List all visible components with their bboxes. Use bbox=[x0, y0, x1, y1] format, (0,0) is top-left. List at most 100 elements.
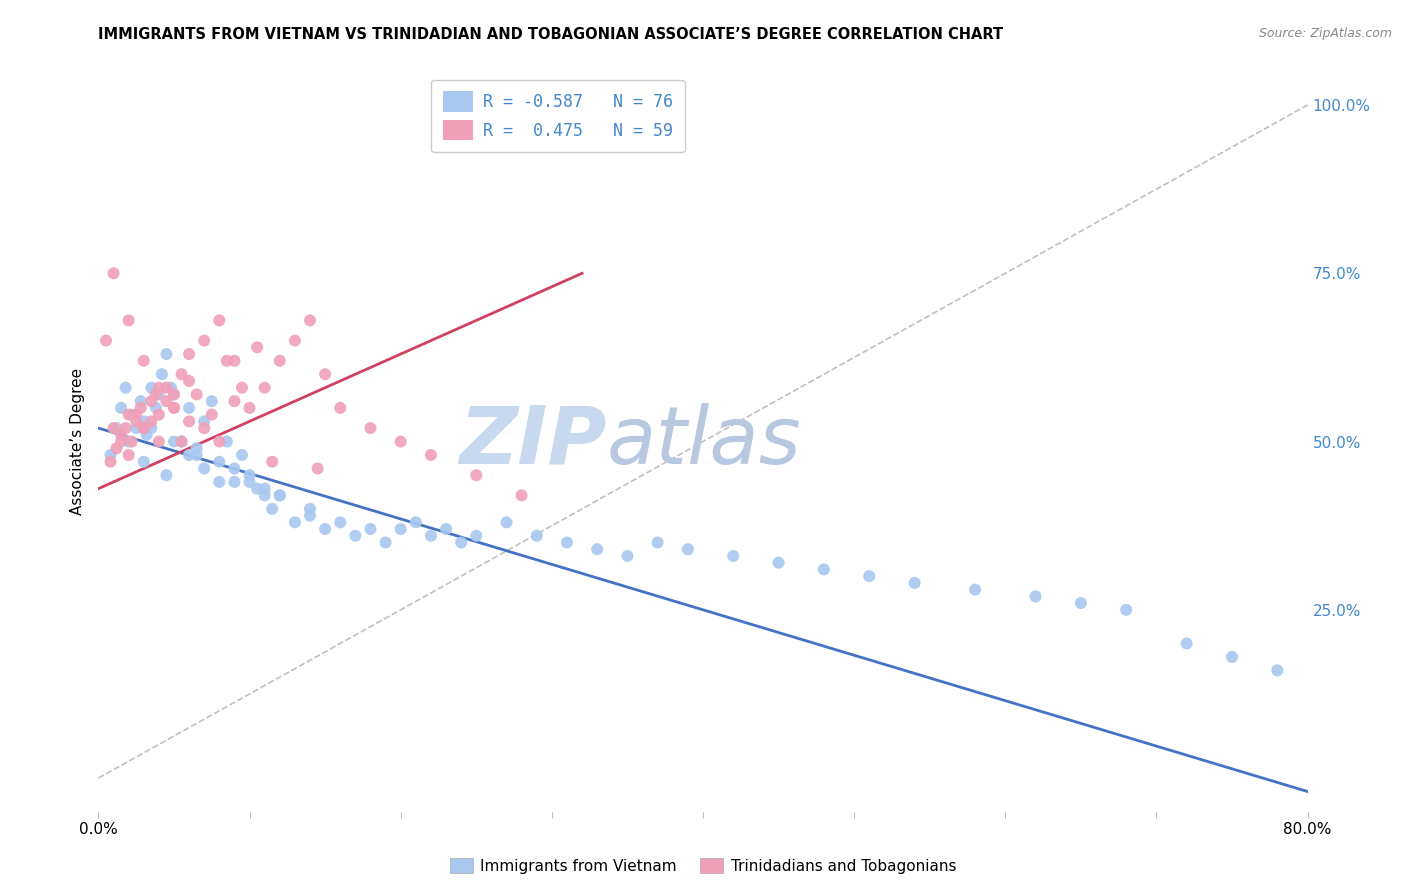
Point bbox=[262, 455, 284, 469]
Point bbox=[105, 442, 128, 456]
Point bbox=[163, 401, 186, 415]
Text: Source: ZipAtlas.com: Source: ZipAtlas.com bbox=[1258, 27, 1392, 40]
Point bbox=[723, 549, 745, 563]
Point bbox=[145, 401, 167, 415]
Point bbox=[1267, 664, 1289, 678]
Point bbox=[374, 535, 396, 549]
Point bbox=[125, 414, 148, 428]
Point bbox=[179, 448, 201, 462]
Point bbox=[586, 542, 609, 557]
Y-axis label: Associate’s Degree: Associate’s Degree bbox=[69, 368, 84, 515]
Point bbox=[224, 475, 246, 489]
Point bbox=[314, 368, 336, 382]
Point bbox=[208, 475, 231, 489]
Point bbox=[314, 522, 336, 536]
Point bbox=[100, 448, 122, 462]
Point bbox=[141, 414, 163, 428]
Point bbox=[148, 408, 170, 422]
Point bbox=[118, 434, 141, 449]
Point bbox=[186, 387, 208, 401]
Point bbox=[193, 414, 215, 428]
Point bbox=[132, 421, 155, 435]
Point bbox=[148, 387, 170, 401]
Point bbox=[329, 516, 352, 530]
Point bbox=[208, 434, 231, 449]
Point bbox=[231, 381, 253, 395]
Point bbox=[262, 501, 284, 516]
Point bbox=[299, 508, 322, 523]
Point bbox=[215, 434, 238, 449]
Point bbox=[170, 434, 193, 449]
Point bbox=[284, 516, 307, 530]
Point bbox=[224, 353, 246, 368]
Point bbox=[125, 421, 148, 435]
Point bbox=[208, 313, 231, 327]
Point bbox=[768, 556, 790, 570]
Point bbox=[129, 394, 152, 409]
Point bbox=[118, 408, 141, 422]
Point bbox=[103, 421, 125, 435]
Point bbox=[155, 394, 177, 409]
Point bbox=[105, 421, 128, 435]
Point bbox=[224, 461, 246, 475]
Point bbox=[389, 434, 412, 449]
Point bbox=[148, 434, 170, 449]
Point bbox=[160, 381, 183, 395]
Point bbox=[1220, 649, 1243, 664]
Point bbox=[179, 374, 201, 388]
Point bbox=[163, 387, 186, 401]
Point bbox=[965, 582, 987, 597]
Point bbox=[284, 334, 307, 348]
Point bbox=[813, 562, 835, 576]
Point bbox=[269, 488, 291, 502]
Point bbox=[201, 394, 224, 409]
Point bbox=[100, 455, 122, 469]
Point bbox=[135, 427, 157, 442]
Point bbox=[253, 488, 276, 502]
Point bbox=[163, 434, 186, 449]
Point bbox=[329, 401, 352, 415]
Point bbox=[94, 334, 117, 348]
Point bbox=[465, 468, 488, 483]
Point bbox=[405, 516, 427, 530]
Point bbox=[121, 408, 143, 422]
Point bbox=[201, 408, 224, 422]
Point bbox=[253, 482, 276, 496]
Point bbox=[145, 387, 167, 401]
Point bbox=[1115, 603, 1137, 617]
Point bbox=[253, 381, 276, 395]
Point bbox=[239, 401, 262, 415]
Point bbox=[132, 353, 155, 368]
Legend: R = -0.587   N = 76, R =  0.475   N = 59: R = -0.587 N = 76, R = 0.475 N = 59 bbox=[432, 79, 685, 152]
Point bbox=[307, 461, 329, 475]
Point bbox=[344, 529, 367, 543]
Point bbox=[155, 347, 177, 361]
Point bbox=[186, 442, 208, 456]
Point bbox=[676, 542, 699, 557]
Point bbox=[299, 313, 322, 327]
Point bbox=[510, 488, 533, 502]
Point bbox=[360, 421, 382, 435]
Point bbox=[420, 448, 443, 462]
Point bbox=[858, 569, 880, 583]
Point bbox=[118, 448, 141, 462]
Point bbox=[208, 455, 231, 469]
Text: atlas: atlas bbox=[606, 402, 801, 481]
Point bbox=[141, 381, 163, 395]
Point bbox=[141, 421, 163, 435]
Point bbox=[132, 455, 155, 469]
Point bbox=[193, 334, 215, 348]
Point bbox=[299, 501, 322, 516]
Point bbox=[1024, 590, 1046, 604]
Point bbox=[121, 434, 143, 449]
Point bbox=[420, 529, 443, 543]
Point bbox=[269, 488, 291, 502]
Point bbox=[110, 401, 132, 415]
Point bbox=[163, 401, 186, 415]
Point bbox=[231, 448, 253, 462]
Point bbox=[170, 434, 193, 449]
Point bbox=[193, 461, 215, 475]
Point bbox=[193, 421, 215, 435]
Point bbox=[110, 427, 132, 442]
Point bbox=[103, 266, 125, 280]
